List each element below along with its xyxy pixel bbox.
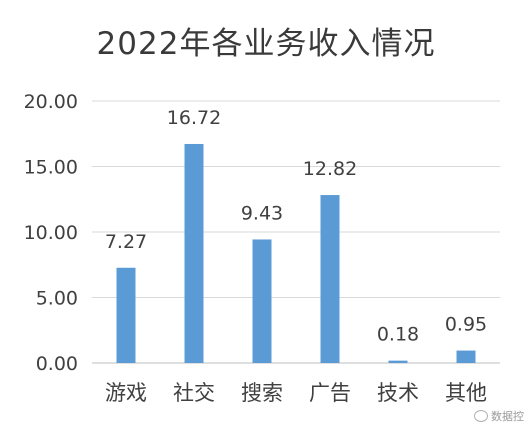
- x-tick-label: 社交: [173, 381, 215, 405]
- y-tick-label: 0.00: [36, 353, 78, 375]
- bar-3: [320, 195, 340, 363]
- bar-1: [184, 143, 204, 363]
- data-label: 0.95: [445, 314, 487, 336]
- data-label: 0.18: [377, 324, 419, 346]
- gridlines: [92, 100, 500, 364]
- x-tick-label: 其他: [445, 381, 487, 405]
- x-tick-label: 游戏: [105, 381, 147, 405]
- y-axis-ticks: 0.00 5.00 10.00 15.00 20.00: [24, 91, 78, 375]
- x-tick-label: 技术: [377, 381, 419, 405]
- data-label: 16.72: [167, 107, 221, 129]
- data-label: 7.27: [105, 231, 147, 253]
- watermark-text: 数据控: [491, 410, 524, 423]
- chart-title: 2022年各业务收入情况: [96, 26, 436, 62]
- y-tick-label: 20.00: [24, 91, 78, 113]
- bar-5: [456, 350, 476, 363]
- x-tick-label: 搜索: [241, 381, 283, 405]
- data-labels: 7.27 16.72 9.43 12.82 0.18 0.95: [105, 107, 487, 346]
- bars: [116, 143, 476, 363]
- data-label: 9.43: [241, 202, 283, 224]
- y-tick-label: 15.00: [24, 157, 78, 179]
- y-tick-label: 10.00: [24, 222, 78, 244]
- x-tick-label: 广告: [309, 381, 351, 405]
- weibo-icon: [474, 410, 488, 422]
- bar-4: [388, 360, 408, 363]
- data-label: 12.82: [303, 158, 357, 180]
- bar-0: [116, 267, 136, 363]
- bar-2: [252, 239, 272, 363]
- x-axis-ticks: 游戏 社交 搜索 广告 技术 其他: [105, 381, 487, 405]
- watermark: 数据控: [474, 408, 524, 424]
- y-tick-label: 5.00: [36, 288, 78, 310]
